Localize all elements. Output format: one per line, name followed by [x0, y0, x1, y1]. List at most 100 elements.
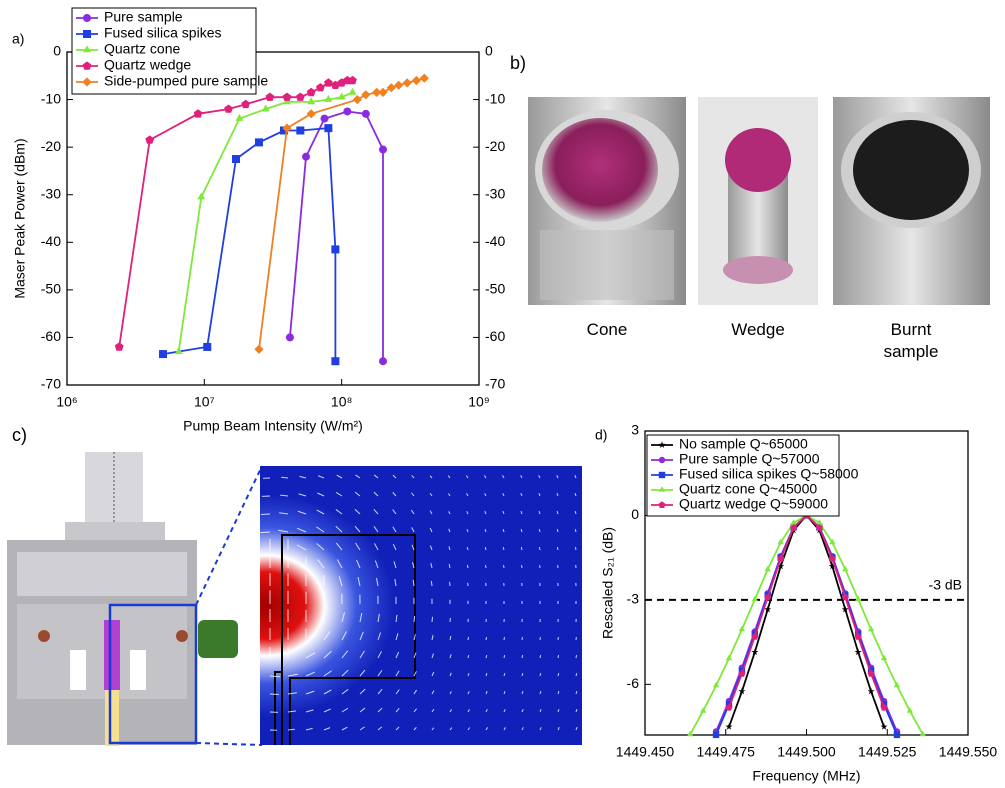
- field-arrow: [556, 546, 559, 551]
- field-arrow: [412, 579, 415, 587]
- field-arrow: [538, 475, 541, 479]
- field-arrow: [299, 475, 307, 479]
- field-arrow: [449, 709, 452, 713]
- panel-label: b): [510, 53, 526, 73]
- field-arrow: [521, 672, 524, 677]
- field-arrow: [354, 525, 361, 533]
- marker: [658, 441, 666, 448]
- series-line: [689, 514, 924, 735]
- marker: [82, 77, 92, 87]
- x-axis-label: Pump Beam Intensity (W/m²): [183, 418, 363, 434]
- field-arrow: [413, 634, 416, 641]
- field-arrow: [281, 476, 289, 479]
- field-arrow: [575, 709, 578, 713]
- marker: [855, 595, 862, 602]
- marker: [700, 707, 707, 713]
- field-arrow: [395, 633, 399, 641]
- field-arrow: [317, 492, 325, 497]
- field-arrow: [574, 493, 577, 497]
- field-arrow: [574, 546, 577, 551]
- field-arrow: [520, 511, 523, 515]
- marker: [790, 524, 798, 531]
- marker: [880, 654, 888, 661]
- field-arrow: [520, 546, 523, 551]
- field-arrow: [413, 689, 417, 695]
- marker: [687, 730, 694, 737]
- field-arrow: [485, 672, 488, 677]
- field-arrow: [260, 531, 271, 534]
- series-line: [289, 110, 384, 362]
- field-arrow: [467, 709, 470, 713]
- field-arrow: [467, 636, 470, 641]
- field-arrow: [413, 652, 417, 659]
- panel-label: d): [595, 427, 607, 443]
- field-arrow: [467, 673, 470, 677]
- marker: [658, 471, 666, 479]
- photo-caption: Burnt sample: [883, 320, 939, 361]
- field-arrow: [359, 688, 366, 695]
- field-arrow: [376, 577, 379, 587]
- field-arrow: [431, 690, 435, 695]
- marker: [764, 605, 772, 613]
- field-arrow: [287, 728, 295, 731]
- field-arrow: [429, 545, 433, 551]
- series-line: [728, 514, 885, 728]
- field-arrow: [431, 708, 435, 713]
- marker: [829, 538, 836, 545]
- x-tick-label: 10⁷: [194, 394, 215, 410]
- marker: [828, 562, 836, 570]
- field-arrow: [502, 546, 505, 551]
- field-arrow: [503, 727, 506, 731]
- field-arrow: [520, 475, 523, 479]
- field-arrow: [336, 474, 343, 479]
- field-arrow: [395, 689, 400, 695]
- field-arrow: [502, 511, 505, 515]
- field-arrow: [316, 526, 325, 533]
- y2-tick-label: 0: [485, 43, 493, 59]
- photo-caption: Cone: [586, 320, 628, 339]
- marker: [764, 593, 772, 601]
- panel-label: a): [12, 31, 24, 47]
- field-arrow: [466, 564, 469, 569]
- cad-cavity: [7, 452, 263, 746]
- field-arrow: [359, 726, 365, 731]
- y-tick-label: 0: [53, 43, 61, 59]
- marker: [751, 595, 758, 602]
- field-arrow: [392, 526, 397, 533]
- field-arrow: [357, 577, 361, 587]
- y-tick-label: -40: [41, 233, 61, 249]
- photo-caption: Wedge: [731, 320, 785, 339]
- field-arrow: [556, 510, 559, 515]
- field-arrow: [485, 654, 488, 659]
- field-arrow: [556, 528, 559, 533]
- marker: [343, 107, 352, 116]
- marker: [738, 670, 746, 677]
- x-axis-label: Frequency (MHz): [752, 768, 860, 784]
- marker: [306, 109, 316, 119]
- field-arrow: [335, 491, 343, 497]
- field-arrow: [575, 654, 578, 659]
- field-arrow: [373, 474, 379, 479]
- y-tick-label: 3: [631, 422, 639, 438]
- marker: [306, 87, 316, 97]
- field-arrow: [520, 493, 523, 497]
- marker: [352, 95, 362, 105]
- legend-label: Pure sample: [104, 9, 183, 25]
- field-arrow: [341, 631, 347, 641]
- marker: [316, 83, 325, 92]
- field-arrow: [373, 508, 379, 515]
- field-arrow: [466, 493, 469, 497]
- marker: [764, 565, 771, 572]
- x-tick-label: 10⁹: [468, 394, 490, 410]
- marker: [411, 75, 421, 86]
- field-arrow: [335, 525, 343, 533]
- marker: [919, 730, 926, 737]
- x-tick-label: 1449.500: [777, 744, 836, 760]
- field-arrow: [354, 491, 361, 497]
- marker: [880, 703, 888, 711]
- marker: [854, 633, 862, 640]
- field-arrow: [574, 475, 577, 479]
- marker: [828, 555, 836, 562]
- field-arrow: [359, 612, 363, 623]
- marker: [261, 104, 270, 112]
